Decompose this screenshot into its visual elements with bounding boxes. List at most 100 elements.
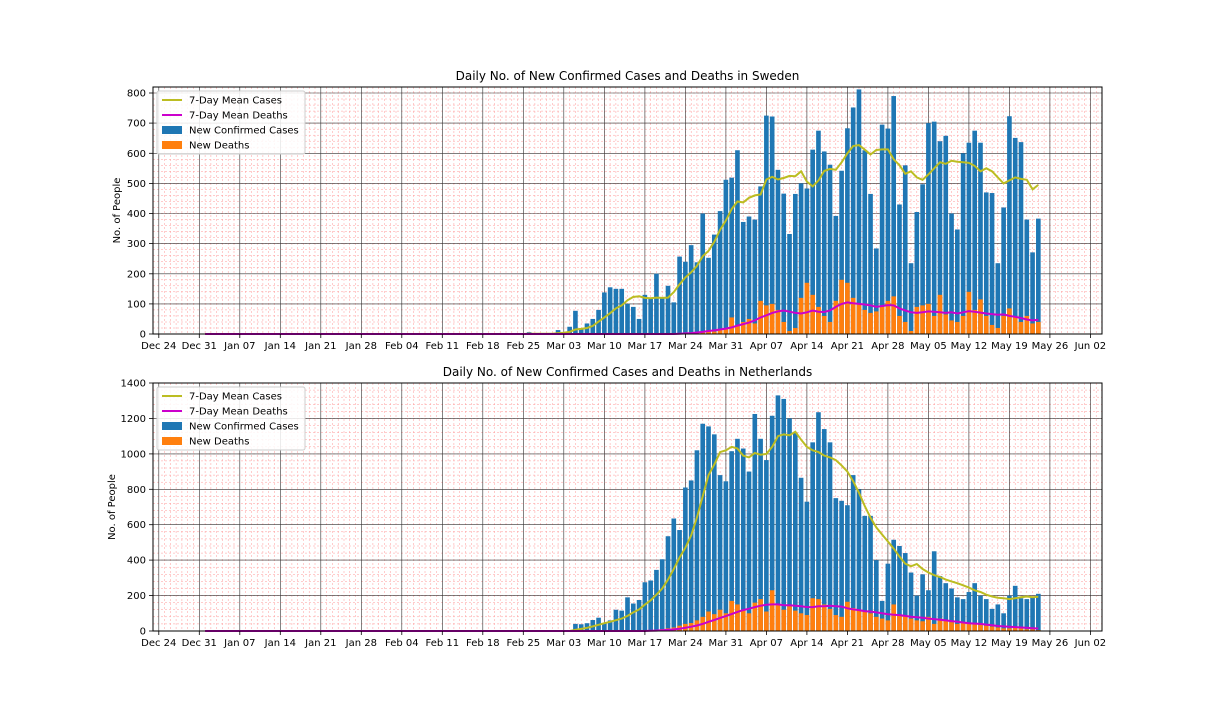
death-bar (798, 613, 804, 631)
y-tick-label: 400 (127, 209, 146, 220)
case-bar (850, 107, 856, 334)
death-bar (746, 318, 752, 334)
y-tick-label: 800 (127, 89, 146, 100)
x-tick-label: Feb 11 (425, 638, 459, 649)
case-bar (931, 121, 937, 334)
case-bar (833, 498, 839, 631)
case-bar (879, 600, 885, 631)
death-bar (758, 599, 763, 631)
y-tick-label: 500 (127, 179, 146, 190)
x-tick-label: May 12 (951, 341, 988, 352)
legend-cases-label: New Confirmed Cases (189, 126, 299, 137)
chart-title: Daily No. of New Confirmed Cases and Dea… (443, 365, 812, 379)
case-bar (787, 418, 792, 631)
case-bar (711, 234, 717, 334)
death-bar (1030, 323, 1035, 334)
case-bar (966, 142, 972, 334)
death-bar (891, 604, 896, 631)
case-bar (625, 597, 630, 631)
case-bar (868, 515, 873, 631)
death-bar (926, 303, 931, 334)
death-bar (723, 327, 729, 334)
x-tick-label: Mar 10 (587, 341, 622, 352)
case-bar (955, 229, 960, 334)
case-bar (630, 603, 636, 631)
case-bar (816, 130, 821, 334)
death-bar (798, 297, 804, 334)
case-bar (625, 303, 630, 334)
death-bar (989, 626, 995, 631)
death-bar (1012, 627, 1018, 631)
y-tick-label: 0 (140, 627, 146, 638)
x-tick-label: Feb 25 (506, 341, 540, 352)
case-bar (717, 211, 723, 334)
x-tick-label: May 26 (1032, 341, 1069, 352)
death-bar (920, 305, 925, 334)
case-bar (764, 460, 769, 631)
x-tick-label: Mar 17 (628, 341, 663, 352)
case-bar (735, 438, 740, 631)
x-tick-label: Dec 31 (182, 638, 217, 649)
case-bar (972, 130, 978, 334)
death-bar (816, 599, 821, 631)
case-bar (764, 115, 769, 335)
death-bar (827, 321, 833, 334)
death-bar (752, 602, 758, 631)
death-bar (717, 609, 723, 631)
x-tick-label: Mar 03 (546, 341, 581, 352)
case-bar (793, 432, 798, 631)
case-bar (567, 326, 572, 334)
death-bar (978, 299, 983, 334)
case-bar (914, 212, 920, 334)
case-bar (839, 170, 844, 334)
death-bar (735, 604, 740, 631)
x-tick-label: Jan 28 (345, 341, 377, 352)
case-bar (885, 563, 891, 631)
case-bar (949, 213, 954, 334)
x-tick-label: Apr 14 (790, 638, 823, 649)
case-bar (960, 599, 966, 631)
death-bar (926, 616, 931, 631)
case-bar (989, 608, 995, 631)
x-tick-label: Apr 14 (790, 341, 823, 352)
death-bar (793, 610, 798, 631)
death-bar (891, 296, 896, 334)
case-bar (897, 545, 902, 631)
x-tick-label: Dec 24 (141, 341, 176, 352)
legend: 7-Day Mean Cases 7-Day Mean Deaths New Con… (156, 386, 306, 451)
death-bar (1001, 315, 1006, 334)
case-bar (926, 123, 931, 335)
case-bar (1036, 593, 1041, 631)
case-bar (607, 620, 613, 631)
case-bar (717, 475, 723, 631)
y-tick-label: 300 (127, 239, 146, 250)
death-bar (723, 613, 729, 631)
legend-deaths-label: New Deaths (189, 437, 249, 448)
death-bar (983, 625, 989, 631)
x-tick-label: May 12 (951, 638, 988, 649)
legend-cases-swatch (162, 126, 182, 134)
y-tick-label: 1000 (121, 449, 146, 460)
case-bar (602, 623, 607, 631)
death-bar (902, 615, 908, 631)
x-tick-label: Apr 28 (871, 638, 904, 649)
case-bar (723, 481, 729, 631)
case-bar (769, 415, 775, 631)
x-tick-label: Dec 24 (141, 638, 176, 649)
case-bar (1024, 219, 1030, 334)
case-bar (694, 262, 700, 334)
case-bar (688, 245, 694, 334)
death-bar (874, 311, 879, 334)
cases-bars (555, 395, 1041, 631)
y-tick-label: 0 (140, 330, 146, 341)
death-bar (885, 620, 891, 631)
legend-cases-swatch (162, 422, 182, 430)
death-bar (995, 627, 1001, 631)
case-bar (613, 288, 619, 334)
x-tick-label: May 19 (991, 638, 1028, 649)
x-tick-label: Mar 31 (709, 638, 744, 649)
case-bar (654, 273, 659, 334)
death-bar (966, 623, 972, 631)
case-bar (983, 192, 989, 334)
case-bar (804, 501, 810, 631)
